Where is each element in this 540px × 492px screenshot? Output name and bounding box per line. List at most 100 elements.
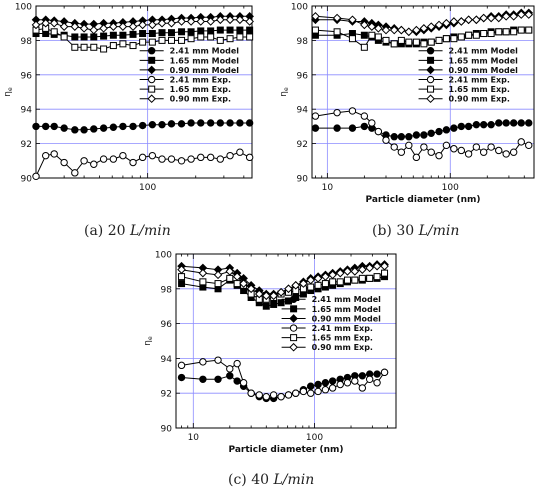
data-point bbox=[405, 133, 413, 141]
data-point bbox=[299, 387, 308, 396]
data-point bbox=[178, 273, 186, 281]
x-tick-label: 10 bbox=[322, 183, 334, 193]
data-point bbox=[148, 151, 157, 160]
data-point bbox=[246, 26, 254, 34]
data-point bbox=[449, 17, 459, 26]
legend-label: 2.41 mm Exp. bbox=[449, 76, 510, 85]
y-tick-label: 92 bbox=[297, 140, 308, 150]
y-tick-label: 98 bbox=[161, 285, 173, 295]
series-4 bbox=[32, 148, 254, 180]
data-point bbox=[479, 13, 488, 23]
data-point bbox=[119, 40, 127, 48]
data-point bbox=[479, 120, 488, 129]
data-point bbox=[270, 300, 278, 308]
y-tick-label: 96 bbox=[161, 320, 173, 330]
data-point bbox=[348, 124, 357, 132]
legend-item: 1.65 mm Exp. bbox=[139, 85, 231, 94]
data-point bbox=[186, 17, 196, 26]
legend-item: 1.65 mm Exp. bbox=[418, 85, 510, 94]
data-point bbox=[333, 124, 341, 132]
data-point bbox=[216, 155, 225, 163]
data-point bbox=[343, 379, 352, 387]
caption-b-prefix: (b) 30 bbox=[372, 223, 419, 239]
data-point bbox=[321, 379, 330, 387]
data-point bbox=[343, 267, 352, 276]
legend-item: 1.65 mm Model bbox=[281, 305, 382, 314]
data-point bbox=[365, 263, 374, 273]
legend-label: 2.41 mm Exp. bbox=[170, 76, 231, 85]
data-point bbox=[420, 143, 428, 151]
data-point bbox=[109, 31, 117, 39]
data-point bbox=[472, 31, 480, 39]
data-point bbox=[233, 359, 241, 368]
data-point bbox=[457, 146, 466, 155]
data-point bbox=[502, 150, 510, 158]
data-point bbox=[487, 120, 495, 129]
chart-panel-a: 90 92 94 96 98 100 100 ηe 2.41 mm Model 1.65 mm M… bbox=[0, 0, 270, 215]
series-6 bbox=[31, 15, 254, 35]
y-tick-label: 96 bbox=[21, 71, 33, 81]
legend-label: 2.41 mm Exp. bbox=[312, 324, 373, 333]
series-6 bbox=[311, 10, 534, 37]
data-point bbox=[525, 26, 533, 34]
y-tick-label: 92 bbox=[21, 140, 32, 150]
axes: 90 92 94 96 98 100 100 bbox=[15, 3, 253, 193]
data-point bbox=[261, 291, 271, 301]
data-point bbox=[321, 272, 330, 281]
legend-item: 0.90 mm Exp. bbox=[281, 342, 373, 352]
data-point bbox=[49, 18, 59, 28]
legend-marker bbox=[289, 314, 298, 323]
data-point bbox=[41, 122, 50, 131]
legend-item: 0.90 mm Model bbox=[281, 314, 381, 323]
data-point bbox=[516, 10, 526, 19]
data-point bbox=[517, 119, 525, 127]
y-tick-label: 94 bbox=[161, 355, 173, 365]
data-point bbox=[495, 119, 503, 127]
data-point bbox=[109, 42, 117, 50]
legend-label: 1.65 mm Model bbox=[312, 305, 382, 314]
data-point bbox=[450, 35, 458, 43]
data-point bbox=[139, 30, 147, 38]
series-4 bbox=[311, 107, 533, 162]
data-point bbox=[232, 272, 242, 281]
data-point bbox=[119, 151, 127, 160]
data-point bbox=[239, 379, 248, 387]
data-point bbox=[187, 28, 195, 36]
data-point bbox=[284, 391, 293, 399]
data-point bbox=[487, 143, 495, 151]
data-point bbox=[100, 45, 108, 53]
legend-marker bbox=[147, 47, 156, 55]
data-point bbox=[291, 281, 301, 290]
data-point bbox=[487, 30, 495, 38]
data-point bbox=[412, 131, 421, 139]
data-point bbox=[397, 133, 406, 141]
data-point bbox=[99, 124, 108, 132]
data-point bbox=[333, 28, 341, 36]
data-point bbox=[457, 122, 466, 131]
y-tick-label: 90 bbox=[21, 175, 33, 185]
data-point bbox=[50, 122, 58, 131]
data-point bbox=[50, 28, 58, 36]
data-point bbox=[148, 20, 157, 30]
data-point bbox=[358, 384, 367, 392]
data-point bbox=[148, 38, 156, 46]
legend-label: 1.65 mm Exp. bbox=[449, 85, 510, 94]
data-point bbox=[397, 148, 406, 156]
data-point bbox=[277, 299, 285, 307]
series-5 bbox=[32, 24, 254, 53]
data-point bbox=[390, 143, 398, 151]
data-point bbox=[216, 36, 224, 44]
legend-item: 0.90 mm Model bbox=[418, 65, 518, 75]
y-axis-label-sub: e bbox=[283, 87, 290, 91]
axes: 90 92 94 96 98 100 10 100 bbox=[155, 251, 397, 443]
data-point bbox=[333, 108, 341, 117]
data-point bbox=[419, 24, 429, 33]
data-point bbox=[213, 270, 223, 280]
data-point bbox=[328, 377, 337, 385]
data-point bbox=[373, 273, 381, 281]
data-point bbox=[495, 146, 503, 155]
legend-label: 1.65 mm Exp. bbox=[312, 334, 373, 343]
data-point bbox=[60, 33, 68, 41]
data-point bbox=[70, 22, 80, 31]
